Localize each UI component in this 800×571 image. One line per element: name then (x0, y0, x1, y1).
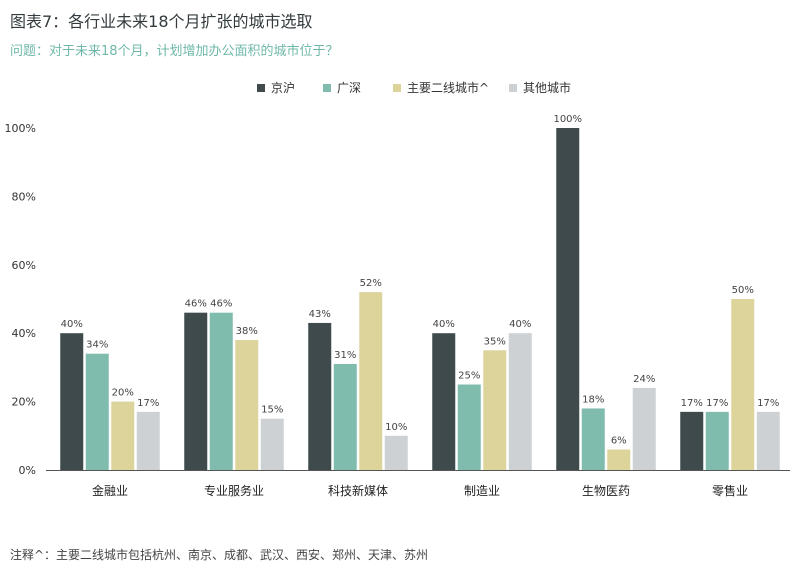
legend-swatch-other (509, 83, 517, 92)
y-tick-label: 20% (12, 396, 36, 409)
bar (632, 387, 656, 470)
bar (705, 411, 729, 470)
data-label: 40% (509, 319, 531, 330)
legend-label-jinghu: 京沪 (271, 81, 296, 95)
data-label: 20% (112, 388, 134, 399)
legend-label-guangshen: 广深 (337, 81, 362, 95)
y-tick-label: 80% (12, 190, 36, 203)
bar (308, 322, 332, 470)
data-label: 46% (185, 299, 207, 310)
legend-item-jinghu: 京沪 (257, 79, 295, 96)
bar (136, 411, 160, 470)
bar (432, 333, 456, 470)
y-tick-label: 0% (19, 464, 36, 477)
legend-item-other: 其他城市 (509, 79, 571, 96)
legend-label-second-tier: 主要二线城市^ (407, 81, 490, 95)
bar (111, 401, 135, 470)
bar (359, 292, 383, 470)
data-label: 10% (385, 422, 407, 433)
x-category-label: 金融业 (92, 483, 128, 498)
legend-swatch-jinghu (257, 83, 265, 92)
data-label: 17% (757, 398, 779, 409)
bar (556, 128, 580, 470)
data-label: 43% (309, 309, 331, 320)
data-label: 24% (633, 374, 655, 385)
data-label: 15% (261, 405, 283, 416)
legend: 京沪 广深 主要二线城市^ 其他城市 (0, 79, 800, 99)
x-category-label: 制造业 (464, 484, 500, 498)
data-label: 17% (137, 398, 159, 409)
bar (607, 449, 631, 470)
data-label: 34% (86, 340, 108, 351)
bar (184, 312, 208, 470)
data-label: 38% (236, 326, 258, 337)
x-category-label: 专业服务业 (204, 483, 264, 498)
data-label: 40% (61, 319, 83, 330)
bar (581, 408, 605, 470)
data-label: 40% (433, 319, 455, 330)
data-label: 52% (360, 278, 382, 289)
x-category-label: 生物医药 (582, 484, 630, 498)
bar (731, 299, 755, 470)
bar (483, 350, 507, 470)
bar (85, 353, 109, 470)
data-label: 17% (681, 398, 703, 409)
legend-swatch-second-tier (393, 83, 401, 92)
y-tick-label: 100% (5, 122, 36, 135)
legend-swatch-guangshen (323, 83, 331, 92)
data-label: 17% (706, 398, 728, 409)
bar (60, 333, 84, 470)
legend-item-guangshen: 广深 (323, 79, 361, 96)
chart-title: 图表7：各行业未来18个月扩张的城市选取 (10, 12, 313, 31)
bar (260, 418, 284, 470)
data-label: 6% (611, 435, 627, 446)
footnote: 注释^：主要二线城市包括杭州、南京、成都、武汉、西安、郑州、天津、苏州 (10, 548, 429, 562)
data-label: 35% (484, 336, 506, 347)
x-category-label: 科技新媒体 (328, 483, 388, 498)
bar (756, 411, 780, 470)
bar (235, 340, 259, 470)
bar (457, 384, 481, 470)
data-label: 25% (458, 371, 480, 382)
bar (333, 363, 357, 470)
legend-label-other: 其他城市 (523, 81, 572, 95)
bar (384, 435, 408, 470)
bar (680, 411, 704, 470)
chart-subtitle: 问题：对于未来18个月，计划增加办公面积的城市位于？ (10, 44, 339, 59)
y-tick-label: 60% (12, 259, 36, 272)
y-tick-label: 40% (12, 327, 36, 340)
data-label: 100% (553, 114, 582, 125)
data-label: 31% (334, 350, 356, 361)
bar (209, 312, 233, 470)
data-label: 18% (582, 394, 604, 405)
x-category-label: 零售业 (712, 483, 748, 498)
bar (508, 333, 532, 470)
data-label: 46% (210, 299, 232, 310)
legend-item-second-tier: 主要二线城市^ (393, 79, 489, 96)
data-label: 50% (732, 285, 754, 296)
